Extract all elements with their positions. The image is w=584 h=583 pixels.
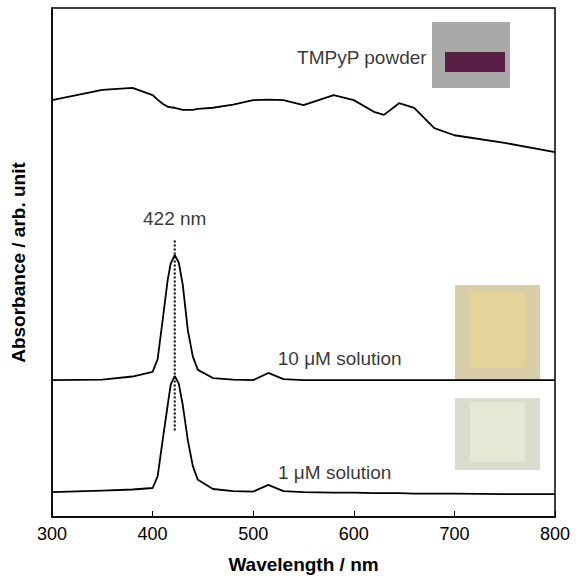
svg-text:Wavelength / nm: Wavelength / nm	[228, 554, 378, 575]
svg-text:800: 800	[540, 524, 570, 544]
svg-text:600: 600	[339, 524, 369, 544]
svg-text:700: 700	[439, 524, 469, 544]
svg-text:500: 500	[238, 524, 268, 544]
svg-text:TMPyP powder: TMPyP powder	[297, 47, 427, 68]
svg-text:Absorbance / arb. unit: Absorbance / arb. unit	[8, 162, 29, 363]
svg-text:400: 400	[138, 524, 168, 544]
svg-text:1 μM solution: 1 μM solution	[278, 462, 391, 483]
svg-text:300: 300	[37, 524, 67, 544]
svg-text:422 nm: 422 nm	[143, 208, 206, 229]
svg-text:10 μM solution: 10 μM solution	[278, 348, 402, 369]
